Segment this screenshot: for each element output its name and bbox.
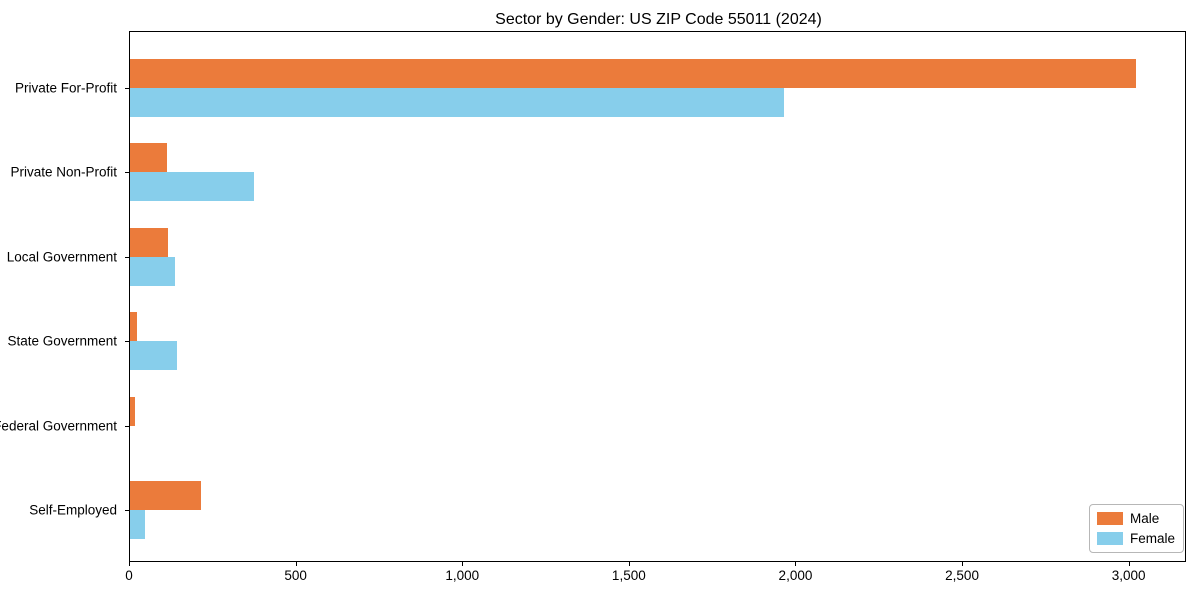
bar-female-state-government [130,341,177,371]
y-tick-label-state-government: State Government [7,333,117,349]
y-tick-mark [125,256,129,258]
legend: Male Female [1089,504,1184,553]
legend-swatch-male [1097,512,1123,525]
y-tick-label-private-non-profit: Private Non-Profit [10,164,117,180]
bar-male-local-government [130,227,168,257]
bar-male-self-employed [130,481,201,511]
x-tick-label-1500: 1,500 [611,568,646,583]
legend-label-female: Female [1130,531,1176,546]
y-tick-mark [125,87,129,89]
y-tick-label-local-government: Local Government [6,249,117,265]
y-tick-mark [125,172,129,174]
x-tick-mark [962,562,964,566]
bar-male-private-non-profit [130,143,167,173]
legend-swatch-female [1097,532,1123,545]
y-tick-label-federal-government: Federal Government [0,418,117,434]
x-tick-label-0: 0 [125,568,133,583]
x-tick-mark [628,562,630,566]
x-tick-mark [795,562,797,566]
bar-female-local-government [130,256,175,286]
x-tick-mark [462,562,464,566]
bar-female-private-non-profit [130,172,254,202]
x-tick-mark [129,562,130,566]
y-tick-mark [125,425,129,427]
y-tick-mark [125,341,129,343]
x-tick-label-1000: 1,000 [445,568,480,583]
bar-male-private-for-profit [130,58,1136,88]
bar-female-self-employed [130,510,145,540]
x-tick-label-2500: 2,500 [945,568,979,583]
x-tick-label-3000: 3,000 [1111,568,1146,583]
y-tick-mark [125,510,129,512]
y-tick-label-private-for-profit: Private For-Profit [14,80,117,96]
plot-area [129,31,1186,562]
x-tick-mark [295,562,297,566]
bar-male-state-government [130,312,137,342]
chart-title: Sector by Gender: US ZIP Code 55011 (202… [495,11,822,28]
legend-item-female: Female [1097,531,1175,546]
legend-item-male: Male [1097,511,1175,526]
bar-female-private-for-profit [130,87,784,117]
y-tick-label-self-employed: Self-Employed [29,502,117,518]
x-tick-label-2000: 2,000 [778,568,813,583]
bar-male-federal-government [130,396,135,426]
x-tick-mark [1128,562,1130,566]
x-tick-label-500: 500 [284,568,307,583]
legend-label-male: Male [1130,511,1160,526]
